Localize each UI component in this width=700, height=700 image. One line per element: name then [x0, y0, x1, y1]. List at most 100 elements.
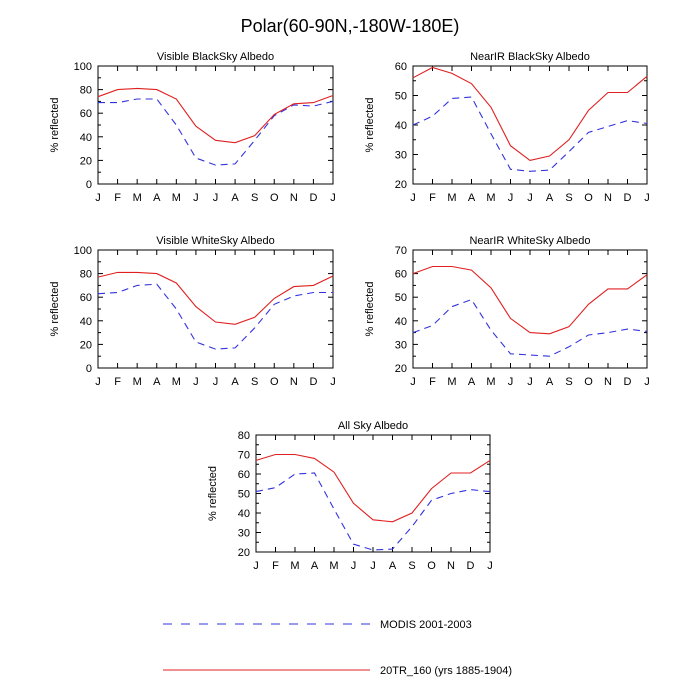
x-tick-label: M [329, 560, 338, 572]
x-tick-label: D [624, 192, 632, 204]
x-tick-label: O [427, 560, 436, 572]
x-tick-label: F [114, 376, 121, 388]
x-tick-label: A [468, 192, 476, 204]
x-tick-label: S [251, 192, 258, 204]
model-series-line [255, 453, 491, 523]
x-tick-label: F [114, 192, 121, 204]
model-series-line [97, 87, 334, 144]
y-tick-label: 20 [395, 179, 407, 191]
x-tick-label: N [290, 376, 298, 388]
x-tick-label: D [624, 376, 632, 388]
x-tick-label: M [447, 192, 456, 204]
y-tick-label: 70 [395, 245, 407, 257]
x-tick-label: A [231, 376, 239, 388]
model-series-line [97, 271, 334, 325]
y-tick-label: 60 [80, 292, 92, 304]
model-series-line [412, 265, 648, 335]
y-axis-label: % reflected [207, 466, 219, 521]
panel-title: All Sky Albedo [338, 420, 408, 432]
y-tick-label: 30 [238, 528, 250, 540]
x-tick-label: M [447, 376, 456, 388]
plot-frame [255, 434, 491, 553]
y-tick-label: 50 [238, 489, 250, 501]
y-axis-label: % reflected [364, 97, 376, 152]
model-series-line [412, 66, 648, 161]
x-tick-label: A [468, 376, 476, 388]
y-tick-label: 20 [395, 363, 407, 375]
x-tick-label: J [253, 560, 259, 572]
y-tick-label: 20 [80, 155, 92, 167]
legend-label-2: 20TR_160 (yrs 1885-1904) [380, 665, 512, 677]
x-tick-label: J [193, 376, 199, 388]
plot-frame [97, 249, 334, 369]
x-tick-label: D [309, 376, 317, 388]
x-tick-label: O [270, 192, 279, 204]
y-tick-label: 40 [395, 316, 407, 328]
x-tick-label: N [290, 192, 298, 204]
x-tick-label: J [330, 192, 336, 204]
modis-series-line [412, 298, 648, 357]
y-axis-label: % reflected [49, 97, 61, 152]
modis-series-line [255, 472, 491, 551]
modis-series-line [98, 98, 334, 166]
x-tick-label: M [290, 560, 299, 572]
y-tick-label: 0 [86, 363, 92, 375]
x-tick-label: S [251, 376, 258, 388]
y-axis-label: % reflected [364, 281, 376, 336]
x-tick-label: J [410, 192, 416, 204]
y-tick-label: 50 [395, 91, 407, 103]
x-tick-label: J [95, 376, 101, 388]
y-axis-label: % reflected [49, 281, 61, 336]
y-tick-label: 20 [80, 339, 92, 351]
x-tick-label: F [429, 192, 436, 204]
plot-frame [412, 249, 648, 369]
x-tick-label: S [565, 192, 572, 204]
y-tick-label: 50 [395, 292, 407, 304]
figure-title: Polar(60-90N,-180W-180E) [241, 16, 460, 36]
y-tick-label: 40 [395, 120, 407, 132]
y-tick-label: 40 [238, 508, 250, 520]
panel-title: NearIR WhiteSky Albedo [469, 235, 590, 247]
y-tick-label: 30 [395, 339, 407, 351]
legend-label-1: MODIS 2001-2003 [380, 619, 472, 631]
x-tick-label: M [133, 192, 142, 204]
y-tick-label: 80 [238, 430, 250, 442]
x-tick-label: M [172, 376, 181, 388]
x-tick-label: J [487, 560, 493, 572]
y-tick-label: 40 [80, 132, 92, 144]
x-tick-label: J [213, 192, 219, 204]
x-tick-label: J [370, 560, 376, 572]
x-tick-label: F [272, 560, 279, 572]
x-tick-label: A [546, 192, 554, 204]
y-tick-label: 100 [74, 245, 92, 257]
x-tick-label: J [193, 192, 199, 204]
y-tick-label: 20 [238, 547, 250, 559]
x-tick-label: J [410, 376, 416, 388]
y-tick-label: 70 [238, 450, 250, 462]
x-tick-label: A [231, 192, 239, 204]
y-tick-label: 80 [80, 85, 92, 97]
y-tick-label: 80 [80, 269, 92, 281]
x-tick-label: J [644, 192, 650, 204]
x-tick-label: A [311, 560, 319, 572]
legend: MODIS 2001-2003 20TR_160 (yrs 1885-1904) [163, 619, 512, 677]
x-tick-label: O [584, 192, 593, 204]
y-tick-label: 40 [80, 316, 92, 328]
x-tick-label: M [486, 376, 495, 388]
x-tick-label: M [172, 192, 181, 204]
x-tick-label: D [309, 192, 317, 204]
x-tick-label: A [546, 376, 554, 388]
y-tick-label: 30 [395, 150, 407, 162]
panel-title: Visible WhiteSky Albedo [156, 235, 274, 247]
modis-series-line [97, 283, 333, 350]
x-tick-label: J [95, 192, 101, 204]
x-tick-label: D [467, 560, 475, 572]
x-tick-label: M [133, 376, 142, 388]
